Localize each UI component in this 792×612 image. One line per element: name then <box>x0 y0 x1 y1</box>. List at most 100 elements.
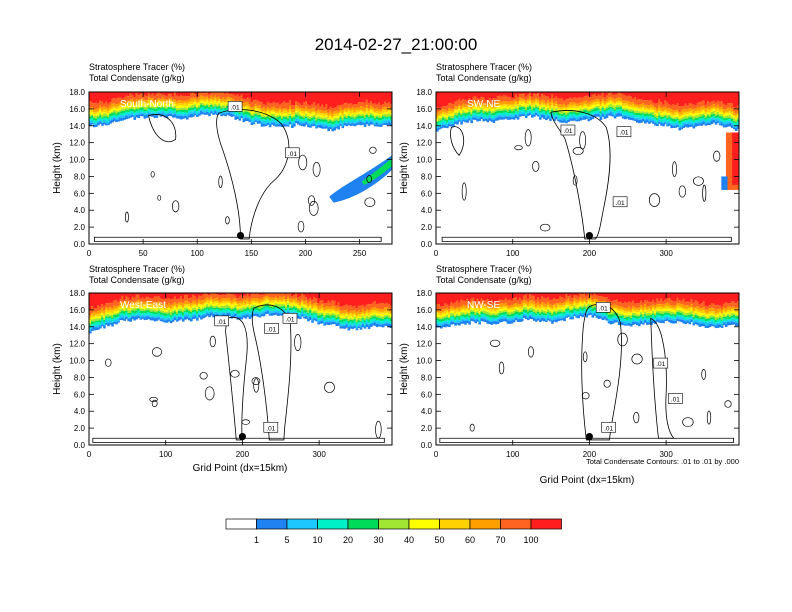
tracer-cell <box>623 100 627 104</box>
tracer-cell <box>200 101 203 103</box>
tracer-cell <box>105 118 108 121</box>
tracer-cell <box>181 315 185 318</box>
tracer-cell <box>291 298 294 303</box>
tracer-cell <box>658 108 661 112</box>
tracer-cell <box>149 105 153 109</box>
tracer-cell <box>607 97 611 102</box>
tracer-cell <box>121 92 124 99</box>
tracer-cell <box>454 105 457 109</box>
tracer-cell <box>337 122 341 125</box>
tracer-cell <box>113 319 116 323</box>
tracer-cell <box>175 307 179 309</box>
tracer-cell <box>192 111 195 115</box>
tracer-cell <box>135 304 139 307</box>
tracer-cell <box>262 302 266 306</box>
tracer-cell <box>508 107 512 110</box>
tracer-cell <box>658 111 661 113</box>
tracer-cell <box>591 114 595 117</box>
tracer-cell <box>323 293 326 304</box>
tracer-cell <box>353 123 357 127</box>
tracer-cell <box>660 115 663 117</box>
tracer-cell <box>153 313 157 317</box>
tracer-cell <box>163 293 167 300</box>
tracer-cell <box>252 311 256 314</box>
tracer-cell <box>226 297 229 302</box>
tracer-cell <box>224 298 227 302</box>
tracer-cell <box>301 92 304 106</box>
tracer-cell <box>732 121 736 123</box>
tracer-cell <box>228 297 231 302</box>
tracer-cell <box>652 102 655 106</box>
tracer-cell <box>206 103 209 106</box>
tracer-cell <box>187 317 191 321</box>
tracer-cell <box>190 113 193 118</box>
tracer-cell <box>337 124 341 127</box>
tracer-cell <box>242 306 246 310</box>
tracer-cell <box>633 114 637 118</box>
tracer-cell <box>565 110 568 113</box>
tracer-cell <box>216 307 219 309</box>
tracer-cell <box>317 123 320 126</box>
tracer-cell <box>198 102 201 106</box>
tracer-cell <box>317 111 320 115</box>
tracer-cell <box>341 117 345 121</box>
tracer-cell <box>133 97 137 102</box>
tracer-cell <box>353 323 357 326</box>
tracer-cell <box>155 99 159 103</box>
tracer-cell <box>224 112 227 115</box>
tracer-cell <box>450 293 453 303</box>
tracer-cell <box>99 108 102 111</box>
tracer-cell <box>115 119 118 123</box>
tracer-cell <box>589 110 593 113</box>
tracer-cell <box>450 115 453 119</box>
tracer-cell <box>448 323 451 325</box>
tracer-cell <box>297 108 300 112</box>
tracer-cell <box>444 311 447 315</box>
tracer-cell <box>577 103 581 106</box>
tracer-cell <box>244 111 248 115</box>
tracer-cell <box>504 110 508 113</box>
tracer-cell <box>656 115 659 119</box>
tracer-cell <box>629 102 633 106</box>
tracer-cell <box>230 113 234 117</box>
tracer-cell <box>91 324 94 327</box>
tracer-cell <box>349 122 353 124</box>
tracer-cell <box>179 113 183 116</box>
tracer-cell <box>161 109 165 111</box>
tracer-cell <box>341 318 345 320</box>
tracer-cell <box>448 318 451 321</box>
tracer-cell <box>363 324 367 327</box>
tracer-cell <box>369 308 373 312</box>
condensate-contour <box>94 236 382 242</box>
tracer-cell <box>553 108 556 111</box>
tracer-cell <box>462 110 465 114</box>
tracer-cell <box>317 309 320 312</box>
tracer-cell <box>145 92 149 97</box>
tracer-cell <box>198 304 201 308</box>
tracer-cell <box>539 105 542 109</box>
tracer-cell <box>216 313 219 317</box>
tracer-cell <box>163 313 167 317</box>
tracer-cell <box>373 320 377 323</box>
tracer-cell <box>105 314 108 317</box>
tracer-cell <box>196 309 199 312</box>
tracer-cell <box>97 115 100 118</box>
tracer-cell <box>315 298 318 303</box>
tracer-cell <box>680 114 684 117</box>
tracer-cell <box>268 117 272 121</box>
tracer-cell <box>119 308 122 310</box>
tracer-cell <box>573 97 576 103</box>
tracer-cell <box>89 110 92 112</box>
tracer-cell <box>670 92 673 106</box>
tracer-cell <box>226 303 229 305</box>
tracer-cell <box>286 307 290 311</box>
tracer-cell <box>571 107 574 111</box>
tracer-cell <box>367 113 371 116</box>
tracer-cell <box>345 304 349 310</box>
tracer-cell <box>369 319 373 323</box>
tracer-cell <box>278 123 282 127</box>
tracer-cell <box>678 127 682 131</box>
tracer-cell <box>337 312 341 315</box>
tracer-cell <box>587 102 591 106</box>
tracer-cell <box>109 314 112 317</box>
